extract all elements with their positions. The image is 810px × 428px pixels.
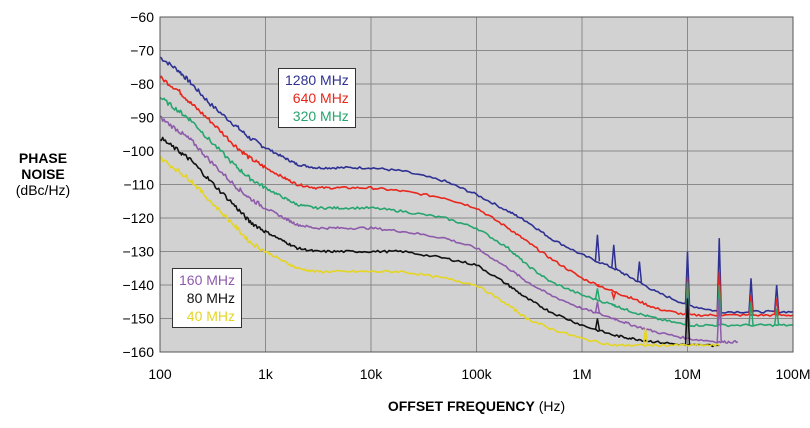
x-tick-label: 100: [148, 366, 172, 382]
y-tick-label: −150: [122, 311, 154, 327]
legend-item-640: 640 MHz: [292, 90, 349, 106]
y-tick-label: −100: [122, 143, 154, 159]
spur-spike: [773, 298, 780, 316]
y-tick-label: −130: [122, 244, 154, 260]
spur-spike: [773, 308, 780, 326]
x-tick-label: 10k: [360, 366, 384, 382]
y-tick-label: −80: [130, 76, 154, 92]
series-line-160-mhz: [159, 115, 739, 344]
spur-spike: [611, 244, 617, 269]
legend-item-40: 40 MHz: [186, 308, 236, 324]
spur-spike: [684, 298, 691, 346]
series-line-80-mhz: [159, 136, 720, 348]
y-tick-label: −120: [122, 210, 154, 226]
x-tick-label: 100M: [775, 366, 810, 382]
spur-spike: [594, 318, 601, 331]
y-tick-label: −110: [124, 177, 155, 193]
spur-spike: [716, 298, 723, 342]
x-tick-label: 1M: [572, 366, 591, 382]
spur-spike: [611, 291, 617, 302]
legend-item-80: 80 MHz: [186, 290, 236, 306]
y-tick-label: −160: [122, 344, 154, 360]
x-axis-label: OFFSET FREQUENCY (Hz): [160, 398, 793, 414]
legend-item-1280: 1280 MHz: [285, 72, 349, 88]
spur-spike: [642, 328, 649, 346]
x-axis-label-unit: (Hz): [538, 398, 566, 414]
x-tick-label: 100k: [461, 366, 492, 382]
y-axis-label: PHASE NOISE (dBc/Hz): [0, 150, 86, 198]
tick-labels: −60 −70 −80 −90 −100 −110 −120 −130 −140 −150 −160…: [122, 9, 810, 382]
spur-spike: [636, 261, 643, 283]
legend-upper: 1280 MHz 640 MHz 320 MHz: [278, 68, 356, 128]
spur-spike: [594, 301, 601, 314]
series-layer: [159, 56, 794, 348]
y-tick-label: −140: [122, 277, 154, 293]
spur-spike: [594, 288, 601, 301]
spur-spike: [748, 278, 754, 312]
legend-lower: 160 MHz 80 MHz 40 MHz: [172, 268, 243, 328]
series-line-640-mhz: [159, 75, 794, 318]
spur-spike: [773, 284, 780, 312]
x-axis-label-main: OFFSET FREQUENCY: [387, 398, 535, 414]
series-line-40-mhz: [159, 156, 720, 348]
y-tick-label: −70: [130, 43, 154, 59]
y-axis-label-unit: (dBc/Hz): [15, 182, 71, 198]
plot-frame: [159, 16, 794, 353]
spur-spike: [748, 294, 754, 316]
y-tick-label: −90: [130, 110, 154, 126]
legend-item-320: 320 MHz: [292, 108, 349, 124]
spur-spike: [748, 301, 754, 326]
legend-item-160: 160 MHz: [179, 272, 236, 288]
x-tick-label: 10M: [674, 366, 701, 382]
y-axis-label-main: PHASE NOISE: [18, 150, 68, 182]
x-tick-label: 1k: [258, 366, 274, 382]
series-line-320-mhz: [159, 96, 794, 328]
spur-spike: [684, 251, 691, 306]
y-tick-label: −60: [130, 9, 154, 25]
spur-spike: [594, 234, 601, 262]
series-line-1280-mhz: [159, 56, 794, 314]
